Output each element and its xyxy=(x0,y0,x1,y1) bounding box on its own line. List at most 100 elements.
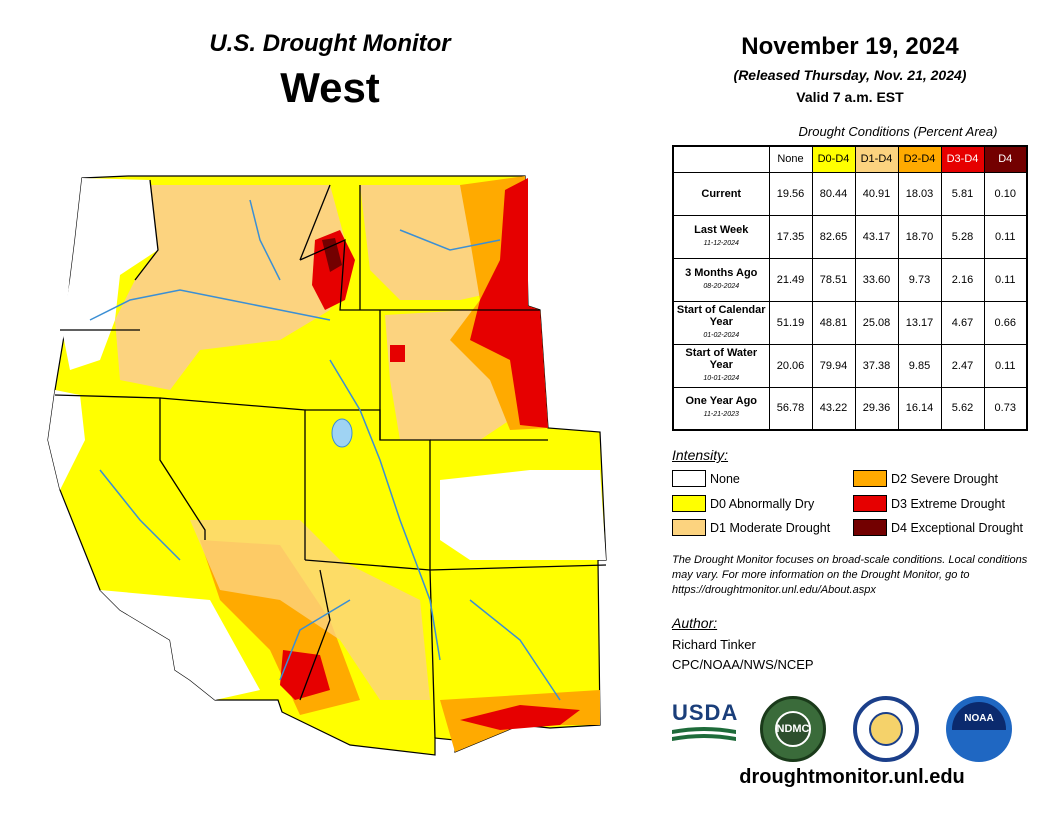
drought-d1-sw xyxy=(190,520,430,700)
drought-none-ca-south xyxy=(100,590,260,700)
table-row: Current 19.56 80.44 40.91 18.03 5.81 0.1… xyxy=(672,171,1028,216)
legend-item-d0: D0 Abnormally Dry xyxy=(672,495,814,512)
drought-none-pnw xyxy=(62,178,158,370)
table-cell: 43.22 xyxy=(811,386,856,431)
drought-d1-nw xyxy=(115,185,345,390)
usda-wave-icon xyxy=(672,727,736,741)
table-cell: 40.91 xyxy=(854,171,899,216)
legend-item-d3: D3 Extreme Drought xyxy=(853,495,1005,512)
legend-swatch xyxy=(672,495,706,512)
col-header-d1-d4: D1-D4 xyxy=(854,145,899,173)
table-row: 3 Months Ago 08-20-2024 21.49 78.51 33.60… xyxy=(672,257,1028,302)
table-cell: 19.56 xyxy=(768,171,813,216)
noaa-nws-seal xyxy=(853,696,919,762)
state-borders xyxy=(54,179,607,739)
table-corner xyxy=(673,146,769,172)
table-cell: 18.70 xyxy=(897,214,942,259)
table-cell: 2.16 xyxy=(940,257,985,302)
author-name: Richard Tinker xyxy=(672,637,756,652)
region-title: West xyxy=(280,64,380,111)
row-label: One Year Ago 11-21-2023 xyxy=(672,386,770,431)
table-cell: 56.78 xyxy=(768,386,813,431)
table-row: One Year Ago 11-21-2023 56.78 43.22 29.36… xyxy=(672,386,1028,431)
table-cell: 29.36 xyxy=(854,386,899,431)
table-cell: 48.81 xyxy=(811,300,856,345)
noaa-logo: NOAA xyxy=(946,696,1012,762)
table-cell: 4.67 xyxy=(940,300,985,345)
table-cell: 0.11 xyxy=(983,214,1028,259)
legend-swatch xyxy=(853,470,887,487)
row-label: Last Week 11-12-2024 xyxy=(672,214,770,259)
table-cell: 5.62 xyxy=(940,386,985,431)
table-cell: 33.60 xyxy=(854,257,899,302)
drought-d4-mt xyxy=(322,238,342,272)
col-header-d2-d4: D2-D4 xyxy=(897,145,942,173)
table-cell: 43.17 xyxy=(854,214,899,259)
footer-url[interactable]: droughtmonitor.unl.edu xyxy=(739,766,965,788)
table-row: Last Week 11-12-2024 17.35 82.65 43.17 18… xyxy=(672,214,1028,259)
great-salt-lake xyxy=(331,418,353,448)
row-date: 08-20-2024 xyxy=(703,282,740,290)
legend-swatch xyxy=(672,470,706,487)
legend-swatch xyxy=(672,519,706,536)
table-cell: 9.73 xyxy=(897,257,942,302)
table-cell: 21.49 xyxy=(768,257,813,302)
col-header-d4: D4 xyxy=(983,145,1028,173)
drought-d3-nm-south xyxy=(460,705,580,730)
author-org: CPC/NOAA/NWS/NCEP xyxy=(672,657,814,672)
table-row: Start of Calendar Year 01-02-2024 51.19 4… xyxy=(672,300,1028,345)
drought-d3-az xyxy=(280,650,330,700)
legend-item-none: None xyxy=(672,470,740,487)
table-row: Start of Water Year 10-01-2024 20.06 79.9… xyxy=(672,343,1028,388)
ndmc-logo: NDMC xyxy=(760,696,826,762)
table-cell: 37.38 xyxy=(854,343,899,388)
legend-item-d1: D1 Moderate Drought xyxy=(672,519,830,536)
row-label: 3 Months Ago 08-20-2024 xyxy=(672,257,770,302)
drought-d3-dakota-edge xyxy=(470,178,548,428)
legend-title: Intensity: xyxy=(672,447,729,463)
drought-map xyxy=(47,175,607,756)
disclaimer-note: The Drought Monitor focuses on broad-sca… xyxy=(672,554,1028,596)
row-date: 11-12-2024 xyxy=(703,239,739,247)
row-date: 11-21-2023 xyxy=(703,411,739,419)
table-cell: 0.10 xyxy=(983,171,1028,216)
col-header-none: None xyxy=(768,145,813,173)
table-cell: 5.81 xyxy=(940,171,985,216)
table-cell: 9.85 xyxy=(897,343,942,388)
row-label: Current xyxy=(672,171,770,216)
row-date: 01-02-2024 xyxy=(703,331,740,339)
table-cell: 20.06 xyxy=(768,343,813,388)
table-cell: 82.65 xyxy=(811,214,856,259)
row-label: Start of Calendar Year 01-02-2024 xyxy=(672,300,770,345)
drought-conditions-table: None D0-D4 D1-D4 D2-D4 D3-D4 D4 Current … xyxy=(672,145,1028,431)
col-header-d0-d4: D0-D4 xyxy=(811,145,856,173)
table-cell: 51.19 xyxy=(768,300,813,345)
drought-d3-wy xyxy=(390,345,405,362)
table-cell: 16.14 xyxy=(897,386,942,431)
table-cell: 0.11 xyxy=(983,257,1028,302)
table-cell: 5.28 xyxy=(940,214,985,259)
legend-swatch xyxy=(853,519,887,536)
table-header-row: None D0-D4 D1-D4 D2-D4 D3-D4 D4 xyxy=(673,145,1028,173)
table-cell: 79.94 xyxy=(811,343,856,388)
row-label: Start of Water Year 10-01-2024 xyxy=(672,343,770,388)
product-title: U.S. Drought Monitor xyxy=(209,30,451,57)
col-header-d3-d4: D3-D4 xyxy=(940,145,985,173)
table-cell: 18.03 xyxy=(897,171,942,216)
drought-none-ca-north xyxy=(48,390,85,490)
legend-item-d4: D4 Exceptional Drought xyxy=(853,519,1023,536)
valid-time: Valid 7 a.m. EST xyxy=(796,89,904,105)
table-cell: 78.51 xyxy=(811,257,856,302)
table-cell: 0.73 xyxy=(983,386,1028,431)
drought-none-co xyxy=(440,470,606,560)
table-cell: 80.44 xyxy=(811,171,856,216)
table-cell: 17.35 xyxy=(768,214,813,259)
table-cell: 2.47 xyxy=(940,343,985,388)
usda-logo: USDA xyxy=(672,700,738,748)
legend-swatch xyxy=(853,495,887,512)
rivers xyxy=(89,199,561,701)
row-date: 10-01-2024 xyxy=(703,374,740,382)
table-cell: 13.17 xyxy=(897,300,942,345)
author-heading: Author: xyxy=(672,615,718,631)
legend-item-d2: D2 Severe Drought xyxy=(853,470,998,487)
